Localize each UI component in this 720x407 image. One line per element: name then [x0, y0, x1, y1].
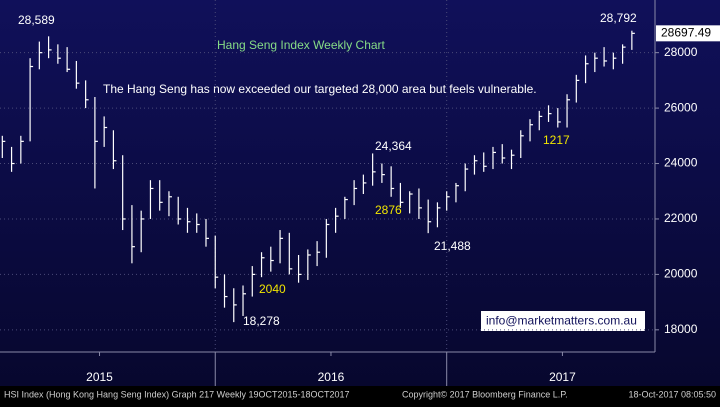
x-tick-label: 2015: [86, 370, 113, 384]
annotation: 18,278: [243, 314, 280, 328]
y-tick-label: 22000: [664, 211, 698, 225]
y-tick-label: 28000: [664, 45, 698, 59]
footer-bar: [0, 386, 720, 402]
contact-box: [481, 311, 645, 331]
y-tick-label: 26000: [664, 100, 698, 114]
chart-title: Hang Seng Index Weekly Chart: [217, 38, 386, 52]
annotation: 2876: [375, 203, 402, 217]
y-tick-label: 24000: [664, 156, 698, 170]
annotation: 28,792: [600, 11, 637, 25]
footer-left: HSI Index (Hong Kong Hang Seng Index) Gr…: [4, 389, 350, 399]
y-tick-label: 20000: [664, 267, 698, 281]
annotation: 1217: [543, 133, 570, 147]
annotation: 21,488: [434, 239, 471, 253]
contact: info@marketmatters.com.au: [486, 314, 637, 328]
annotation: 28,589: [18, 13, 55, 27]
last-price-box: [656, 25, 720, 42]
footer-middle: Copyright© 2017 Bloomberg Finance L.P.: [402, 389, 568, 399]
x-tick-label: 2017: [549, 370, 576, 384]
x-tick-label: 2016: [318, 370, 345, 384]
annotation: 24,364: [375, 139, 412, 153]
footer-right: 18-Oct-2017 08:05:50: [628, 389, 716, 399]
annotation: 2040: [259, 282, 286, 296]
y-tick-label: 18000: [664, 322, 698, 336]
chart-subtitle: The Hang Seng has now exceeded our targe…: [103, 82, 537, 96]
last-price: 28697.49: [661, 26, 711, 40]
